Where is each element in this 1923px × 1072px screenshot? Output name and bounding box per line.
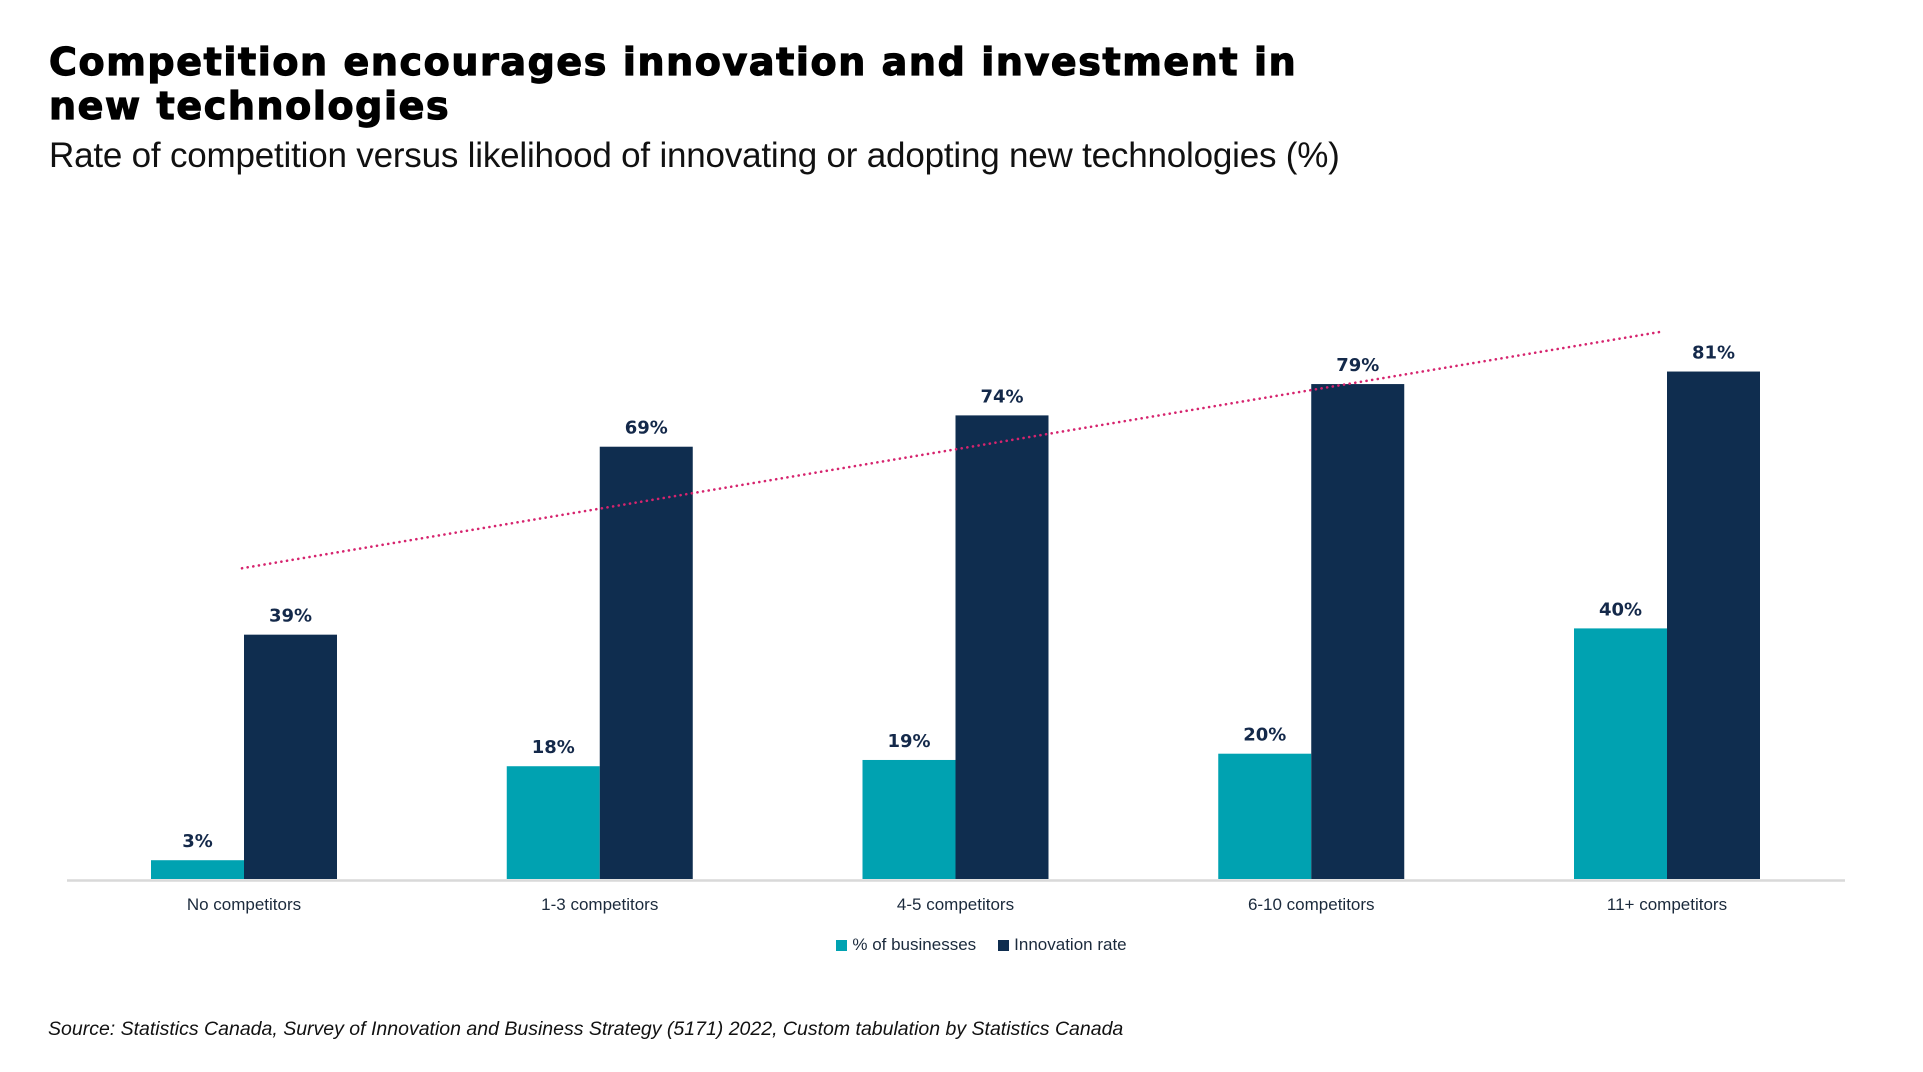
legend-swatch-innovation [998, 939, 1010, 951]
source-note: Source: Statistics Canada, Survey of Inn… [48, 1018, 1124, 1040]
bar-of-businesses-4-5-competitors [862, 759, 956, 879]
data-labels-layer: 3% 39% 18% 69% 19% 74% 20% 79% 40% 81% [182, 343, 1735, 853]
data-label-innovation-rate-6-10-competitors: 79% [1336, 355, 1379, 376]
chart-title: Competition encourages innovation and in… [48, 39, 1449, 128]
bar-innovation-rate-4-5-competitors [955, 415, 1049, 879]
chart-subtitle: Rate of competition versus likelihood of… [49, 136, 1340, 175]
data-label-of-businesses-6-10-competitors: 20% [1243, 725, 1286, 746]
data-label-of-businesses-4-5-competitors: 19% [887, 731, 930, 752]
bar-of-businesses-no-competitors [151, 860, 244, 879]
bar-innovation-rate-11-competitors [1667, 371, 1760, 879]
legend-item-businesses: % of businesses [836, 935, 976, 955]
data-label-innovation-rate-4-5-competitors: 74% [980, 386, 1023, 407]
chart-title-line-1: Competition encourages innovation and in… [48, 39, 1298, 84]
legend: % of businesses Innovation rate [0, 935, 1923, 955]
legend-swatch-businesses [836, 939, 848, 951]
bar-innovation-rate-6-10-competitors [1311, 384, 1405, 879]
data-label-of-businesses-no-competitors: 3% [182, 831, 213, 852]
data-label-of-businesses-11-competitors: 40% [1599, 599, 1642, 620]
category-label-6-10-competitors: 6-10 competitors [1248, 895, 1375, 914]
chart-title-line-2: new technologies [48, 83, 451, 128]
data-label-innovation-rate-1-3-competitors: 69% [625, 418, 668, 439]
category-label-no-competitors: No competitors [187, 895, 301, 914]
trendline-layer [240, 330, 1665, 570]
bar-of-businesses-11-competitors [1574, 628, 1667, 879]
data-label-of-businesses-1-3-competitors: 18% [532, 737, 575, 758]
bar-of-businesses-6-10-competitors [1218, 753, 1312, 879]
data-label-innovation-rate-11-competitors: 81% [1692, 343, 1735, 364]
category-labels-layer: No competitors 1-3 competitors 4-5 competi… [187, 895, 1727, 914]
category-label-4-5-competitors: 4-5 competitors [897, 895, 1014, 914]
data-label-innovation-rate-no-competitors: 39% [269, 606, 312, 627]
trendline-innovation-rate [240, 330, 1665, 570]
bar-innovation-rate-no-competitors [244, 634, 337, 879]
legend-item-innovation: Innovation rate [998, 935, 1127, 955]
legend-label-businesses: % of businesses [852, 935, 977, 954]
bar-innovation-rate-1-3-competitors [599, 446, 693, 879]
legend-label-innovation: Innovation rate [1014, 935, 1127, 954]
bars-layer [151, 371, 1760, 879]
category-label-1-3-competitors: 1-3 competitors [541, 895, 658, 914]
category-label-11-competitors: 11+ competitors [1607, 895, 1727, 914]
bar-of-businesses-1-3-competitors [506, 766, 600, 879]
